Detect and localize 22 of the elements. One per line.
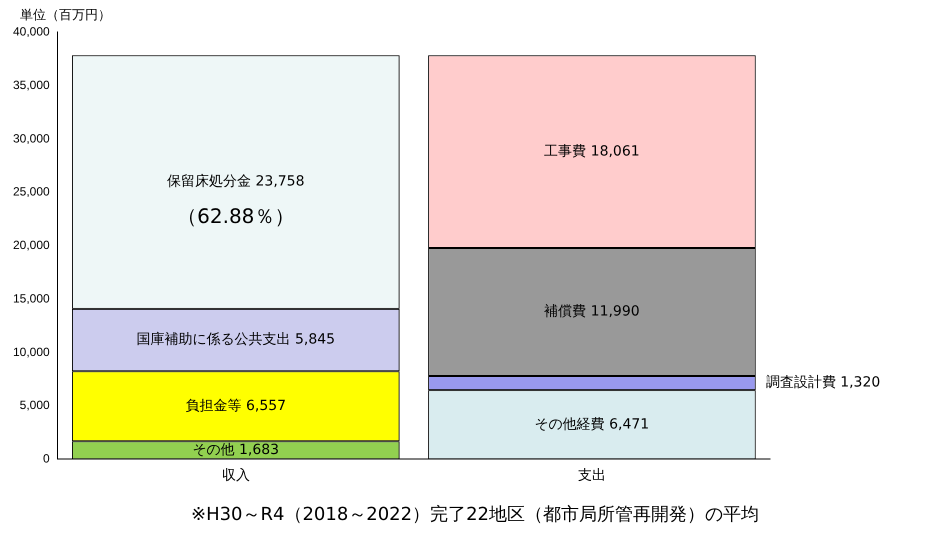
text: 国庫補助に係る公共支出 5,845 <box>136 332 336 348</box>
y-tick-label: 35,000 <box>13 78 50 92</box>
text: 補償費 11,990 <box>544 304 640 320</box>
text: 負担金等 6,557 <box>186 398 286 414</box>
annotation: （62.88％） <box>177 204 294 228</box>
text: 工事費 18,061 <box>544 143 640 160</box>
text: その他経費 6,471 <box>534 416 650 432</box>
y-tick-label: 10,000 <box>13 344 50 359</box>
x-tick-label: 収入 <box>222 466 250 482</box>
y-tick-label: 5,000 <box>20 398 50 412</box>
x-tick-label: 支出 <box>578 466 606 482</box>
text: ※H30～R4（2018～2022）完了22地区（都市局所管再開発）の平均 <box>190 503 760 526</box>
text: その他 1,683 <box>192 442 280 458</box>
y-axis-title: 単位（百万円） <box>20 7 111 24</box>
text: 調査設計費 1,320 <box>766 374 880 391</box>
y-tick-label: 20,000 <box>13 238 50 252</box>
y-tick-label: 15,000 <box>13 291 50 306</box>
y-tick-label: 40,000 <box>13 24 50 39</box>
text: 保留床処分金 23,758 <box>167 174 304 190</box>
y-tick-label: 30,000 <box>13 131 50 146</box>
y-tick-label: 0 <box>43 452 50 466</box>
y-tick-label: 25,000 <box>13 184 50 199</box>
